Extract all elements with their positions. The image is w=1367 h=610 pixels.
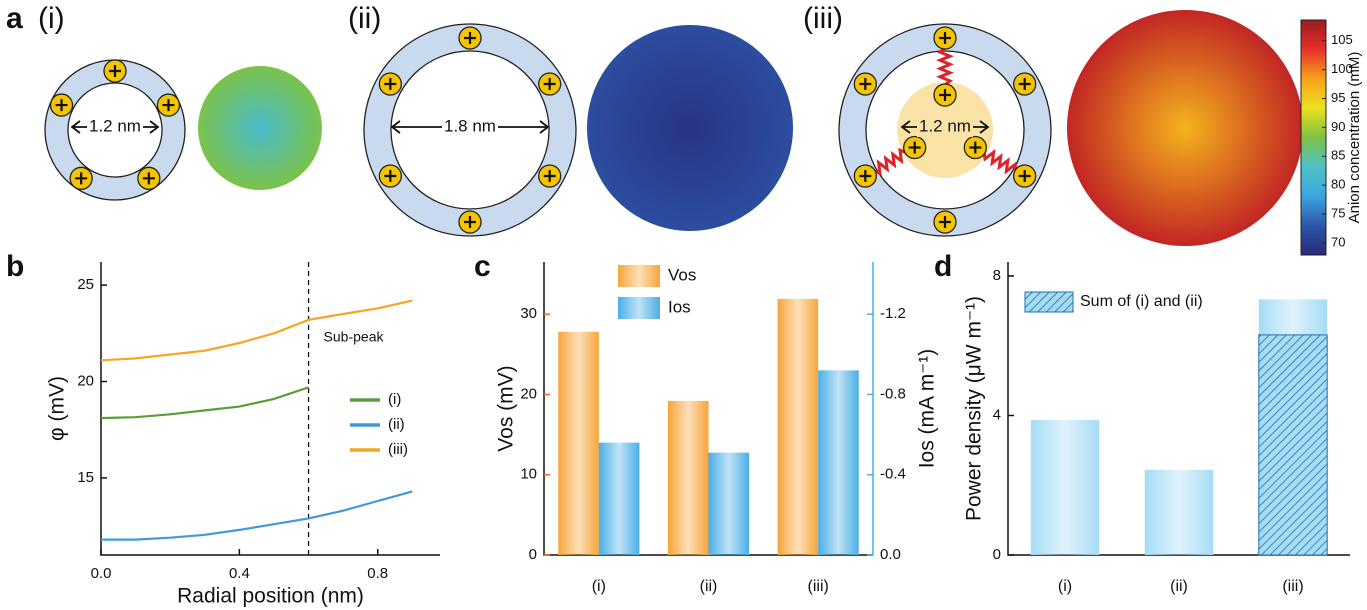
y-tick-label: 25 (77, 276, 94, 293)
y-tick-label: 15 (77, 469, 94, 486)
charge (69, 166, 93, 190)
y2-tick-label: 0.0 (880, 546, 901, 563)
charge (137, 166, 161, 190)
bar (667, 400, 709, 555)
y2-tick-label: -0.8 (880, 385, 906, 402)
concentration-disk (198, 66, 322, 190)
y-tick-label: 4 (993, 406, 1001, 423)
panel-label: b (6, 250, 24, 283)
legend-label: Ios (668, 297, 691, 316)
colorbar-tick-label: 75 (1331, 205, 1345, 220)
case-label: (i) (38, 2, 65, 35)
colorbar-tick-label: 105 (1331, 32, 1353, 47)
charge (853, 164, 877, 188)
charge (853, 72, 877, 96)
charge (458, 26, 482, 50)
x-tick-label: (i) (1058, 578, 1072, 595)
overlay-bar (1258, 334, 1328, 556)
y-tick-label: 8 (993, 267, 1001, 284)
x-tick-label: 0.0 (91, 565, 112, 582)
panel-label: c (474, 250, 491, 283)
panel-label: d (934, 250, 952, 283)
y2-tick-label: -1.2 (880, 305, 906, 322)
charge (1013, 164, 1037, 188)
y-axis-label: Power density (μW m⁻¹) (963, 296, 986, 521)
charge (378, 72, 402, 96)
dimension-label: 1.2 nm (919, 116, 971, 135)
y-axis-label: Vos (mV) (495, 365, 518, 451)
bar (1144, 469, 1214, 555)
charge (156, 93, 181, 117)
spring (936, 46, 954, 87)
concentration-disk (587, 25, 793, 231)
colorbar-title: Anion concentration (mM) (1346, 52, 1363, 224)
y-axis-label: φ (mV) (46, 376, 69, 441)
colorbar-tick-label: 100 (1331, 61, 1353, 76)
dimension-label: 1.2 nm (89, 116, 141, 135)
y2-tick-label: -0.4 (880, 466, 906, 483)
x-tick-label: (ii) (700, 578, 718, 595)
y-tick-label: 10 (520, 466, 537, 483)
charge (1013, 72, 1037, 96)
pore-outer (838, 23, 1052, 237)
charge (103, 59, 127, 83)
charge (963, 135, 987, 160)
case-label: (ii) (348, 2, 381, 35)
y2-axis-label: Ios (mA m⁻¹) (916, 349, 939, 469)
bar (558, 331, 599, 555)
charge (378, 164, 402, 188)
colorbar (1300, 19, 1327, 256)
colorbar-tick-label: 80 (1331, 177, 1345, 192)
legend-swatch (618, 265, 660, 287)
dimension-label: 1.8 nm (444, 116, 496, 135)
pore-outer (363, 23, 577, 237)
concentration-disk (1067, 10, 1303, 246)
charge (933, 26, 957, 50)
y-tick-label: 0 (529, 546, 537, 563)
case-label: (iii) (803, 2, 843, 35)
line (100, 386, 309, 420)
colorbar-tick-label: 85 (1331, 148, 1345, 163)
colorbar-tick-label: 90 (1331, 119, 1345, 134)
panel-label: a (6, 2, 23, 35)
bar (777, 298, 819, 555)
bar (708, 452, 750, 555)
y-tick-label: 20 (77, 372, 94, 389)
legend-label: (i) (388, 391, 401, 408)
bar (818, 370, 859, 555)
annotation: Sub-peak (324, 329, 385, 345)
line (100, 299, 413, 362)
legend-label: Vos (668, 265, 696, 284)
legend-swatch (618, 297, 660, 319)
charge (933, 83, 957, 107)
colorbar-tick-label: 95 (1331, 90, 1345, 105)
legend-label: Sum of (i) and (ii) (1080, 293, 1203, 310)
spring (982, 148, 1018, 175)
x-tick-label: (i) (592, 578, 606, 595)
line (101, 490, 413, 541)
x-tick-label: 0.4 (229, 565, 250, 582)
spring (873, 147, 907, 176)
x-tick-label: (iii) (1282, 578, 1303, 595)
bar (598, 442, 640, 555)
charge (903, 135, 927, 160)
y-tick-label: 20 (520, 385, 537, 402)
charge (538, 164, 562, 188)
charge (49, 93, 74, 117)
charge (933, 210, 957, 234)
legend-label: (ii) (388, 416, 405, 433)
x-tick-label: 0.8 (367, 565, 388, 582)
legend-swatch (1024, 291, 1074, 313)
y-tick-label: 30 (520, 305, 537, 322)
colorbar-tick-label: 70 (1331, 234, 1345, 249)
x-tick-label: (iii) (808, 578, 829, 595)
x-tick-label: (ii) (1170, 578, 1188, 595)
y-tick-label: 0 (993, 546, 1001, 563)
charge (458, 210, 482, 234)
charge (538, 72, 562, 96)
bar (1030, 420, 1100, 555)
legend-label: (iii) (388, 441, 408, 458)
x-axis-label: Radial position (nm) (177, 585, 364, 608)
